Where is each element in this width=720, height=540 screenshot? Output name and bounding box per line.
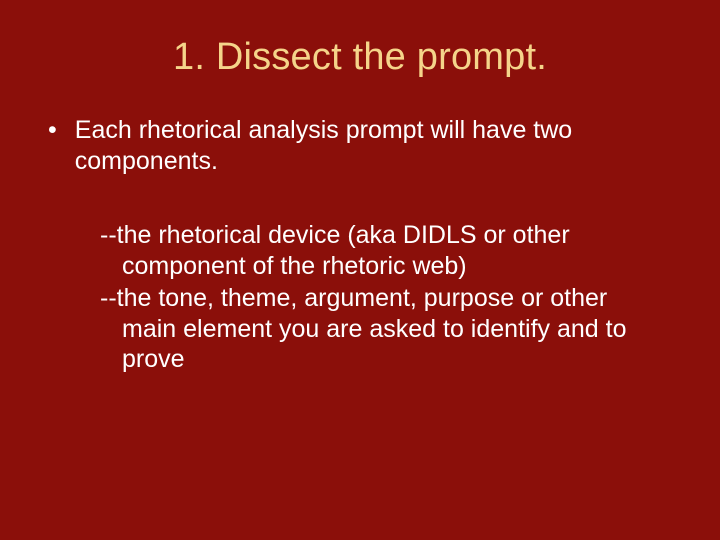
bullet-text: Each rhetorical analysis prompt will hav… xyxy=(75,115,660,176)
slide-container: 1. Dissect the prompt. • Each rhetorical… xyxy=(0,0,720,540)
bullet-item: • Each rhetorical analysis prompt will h… xyxy=(48,115,660,176)
sub-list: --the rhetorical device (aka DIDLS or ot… xyxy=(48,220,660,375)
sub-item: --the rhetorical device (aka DIDLS or ot… xyxy=(82,220,630,281)
slide-body: • Each rhetorical analysis prompt will h… xyxy=(0,115,720,375)
bullet-marker: • xyxy=(48,115,57,146)
slide-title: 1. Dissect the prompt. xyxy=(0,0,720,115)
sub-item: --the tone, theme, argument, purpose or … xyxy=(82,283,630,375)
